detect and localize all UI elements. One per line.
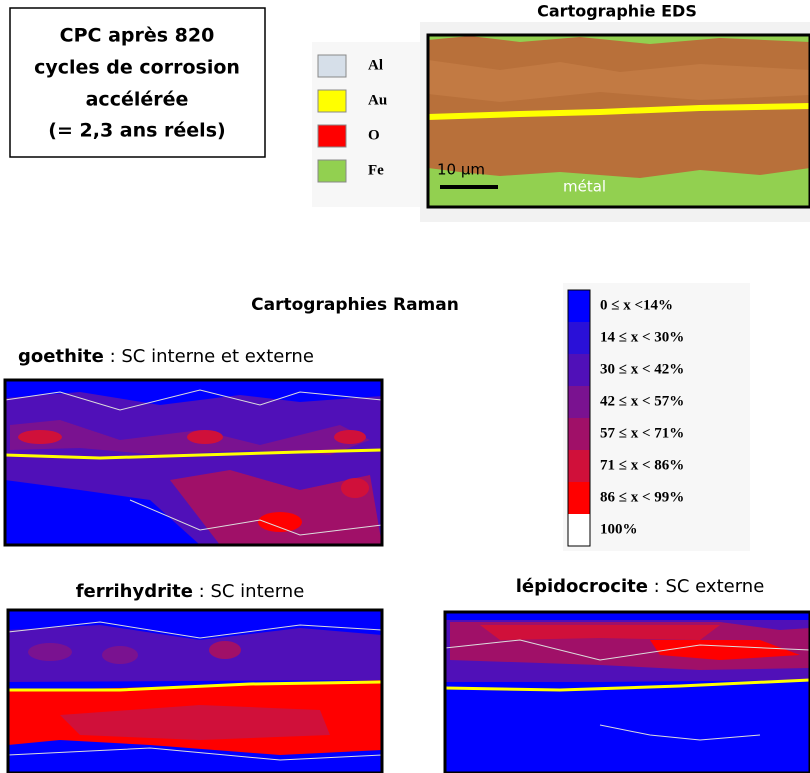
scale-swatch [568,418,590,450]
description: : SC interne [193,581,304,602]
scale-frame [567,289,591,547]
info-line: (= 2,3 ans réels) [48,120,225,142]
scale-label: 42 ≤ x < 57% [600,393,684,409]
scale-swatch [568,482,590,514]
raman-map [443,610,810,773]
map-title: goethite : SC interne et externe [18,346,314,367]
scale-legend-panel [563,283,750,551]
map-title: lépidocrocite : SC externe [516,576,765,597]
scale-label: 57 ≤ x < 71% [600,425,684,441]
info-box [9,7,266,158]
scale-swatch [568,354,590,386]
scale-swatch [568,514,590,546]
legend-label: Fe [368,162,384,178]
scale-label: 71 ≤ x < 86% [600,457,684,473]
eds-title: Cartographie EDS [537,2,697,21]
phase: ferrihydrite [76,581,193,602]
raman-map [6,608,384,773]
map-title: ferrihydrite : SC interne [76,581,305,602]
phase: goethite [18,346,104,367]
legend-label: O [368,127,380,143]
scale-label: 30 ≤ x < 42% [600,361,684,377]
info-line: cycles de corrosion [34,57,240,79]
legend-swatch [317,124,347,148]
legend-label: Au [368,92,387,108]
scale-label: 86 ≤ x < 99% [600,489,684,505]
legend-label: Al [368,57,383,73]
legend-swatch [317,159,347,183]
metal-label: métal [563,178,606,196]
scale-label: 100% [600,521,638,537]
description: : SC interne et externe [104,346,314,367]
raman-title: Cartographies Raman [251,295,459,315]
scale-swatch [568,386,590,418]
scale-swatch [568,450,590,482]
scale-swatch [568,290,590,322]
info-line: CPC après 820 [60,25,215,47]
scale-label: 14 ≤ x < 30% [600,329,684,345]
legend-swatch [317,89,347,113]
scale-label: 0 ≤ x <14% [600,297,673,313]
scale-label: 10 µm [437,161,485,179]
scale-swatch [568,322,590,354]
eds-map [420,22,810,222]
raman-map [3,378,384,547]
phase: lépidocrocite [516,576,648,597]
info-line: accélérée [86,89,189,111]
description: : SC externe [648,576,764,597]
legend-swatch [317,54,347,78]
